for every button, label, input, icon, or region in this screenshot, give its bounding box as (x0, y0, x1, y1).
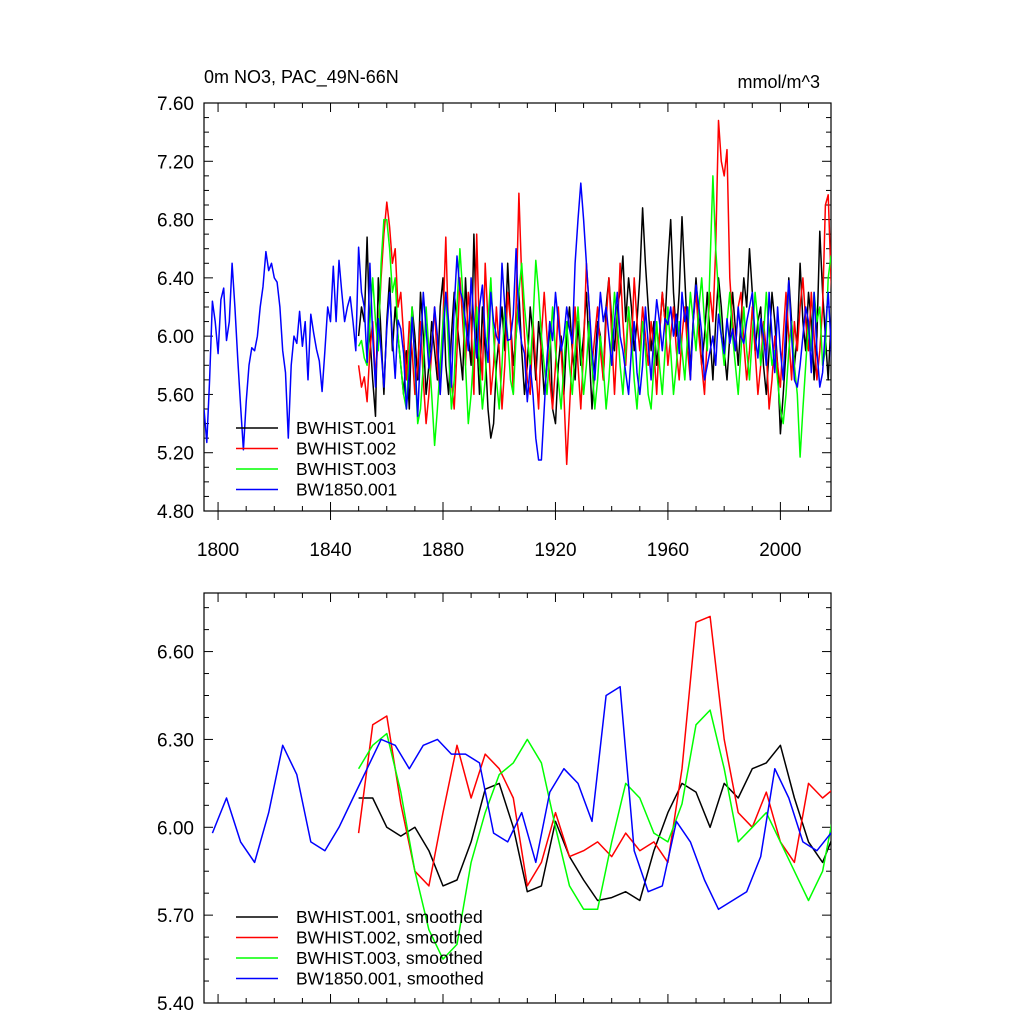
y-tick-label: 5.20 (157, 444, 194, 465)
bottom-chart-panel: 5.40 5.70 6.00 6.30 6.60 BWHIST.001, smoothe… (157, 592, 832, 1015)
top-chart-units: mmol/m^3 (738, 72, 820, 92)
y-tick-label: 5.60 (157, 385, 194, 406)
x-tick-label: 1880 (422, 540, 464, 561)
y-tick-label: 4.80 (157, 502, 194, 523)
series-line-bw1850-001-smoothed (211, 685, 831, 911)
legend-label: BWHIST.001, smoothed (296, 907, 483, 927)
legend-label: BW1850.001 (296, 480, 397, 500)
top-series-group (204, 119, 831, 466)
legend-label: BWHIST.002, smoothed (296, 928, 483, 948)
legend-label: BWHIST.002 (296, 439, 396, 459)
bottom-axes: 5.40 5.70 6.00 6.30 6.60 (157, 592, 832, 1015)
series-line-bwhist-003-smoothed (357, 709, 831, 960)
x-tick-label: 1960 (647, 540, 689, 561)
x-tick-label: 2000 (759, 540, 801, 561)
legend-label: BW1850.001, smoothed (296, 969, 484, 989)
top-axes: 4.80 5.20 5.60 6.00 6.40 6.80 7.20 7.60 1800 1840… (157, 94, 832, 561)
y-tick-label: 7.20 (157, 152, 194, 173)
plot-frame (203, 592, 832, 1004)
series-line-bwhist-002-smoothed (357, 615, 831, 887)
y-tick-label: 5.70 (157, 906, 194, 927)
top-chart-title: 0m NO3, PAC_49N-66N (204, 67, 399, 88)
y-tick-label: 6.80 (157, 211, 194, 232)
y-tick-label: 6.60 (157, 643, 194, 664)
y-tick-label: 5.40 (157, 994, 194, 1015)
y-tick-label: 6.00 (157, 327, 194, 348)
x-tick-label: 1840 (309, 540, 351, 561)
y-tick-label: 6.30 (157, 730, 194, 751)
x-tick-label: 1920 (534, 540, 576, 561)
bottom-series-group (211, 615, 831, 960)
y-tick-label: 6.40 (157, 269, 194, 290)
legend-label: BWHIST.001 (296, 418, 396, 438)
series-line-bwhist-001-smoothed (358, 744, 831, 902)
legend-label: BWHIST.003 (296, 459, 396, 479)
series-line-bw1850-001 (204, 182, 831, 461)
y-tick-label: 7.60 (157, 94, 194, 115)
series-line-bwhist-002 (357, 119, 831, 466)
top-chart-panel: 0m NO3, PAC_49N-66N mmol/m^3 4.80 5.20 5.6… (157, 67, 832, 561)
x-tick-label: 1800 (197, 540, 239, 561)
legend-label: BWHIST.003, smoothed (296, 948, 483, 968)
y-tick-label: 6.00 (157, 818, 194, 839)
